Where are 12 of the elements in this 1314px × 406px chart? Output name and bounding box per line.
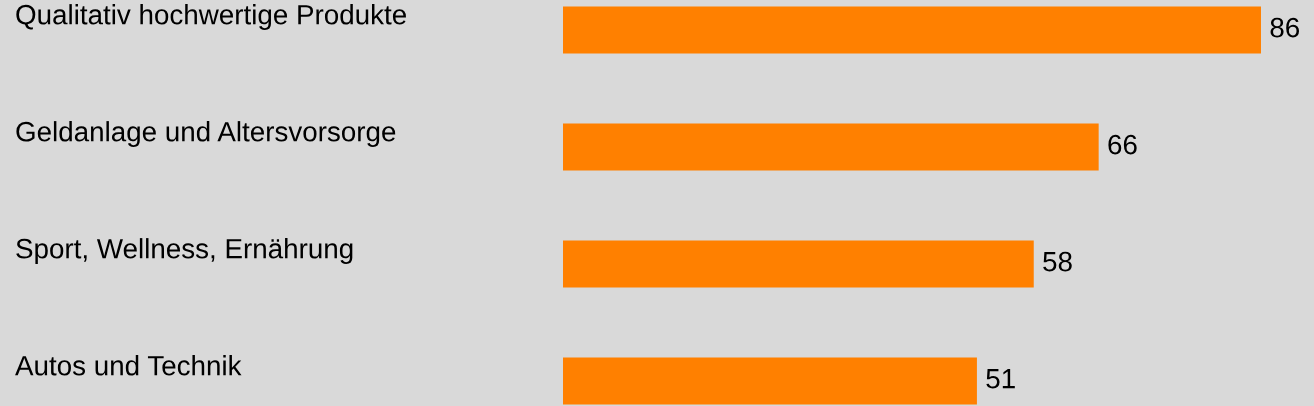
data-label: 66	[1108, 134, 1137, 155]
bar	[563, 240, 1034, 288]
bar	[563, 123, 1099, 171]
y-tick-label: Geldanlage und Altersvorsorge	[16, 121, 396, 147]
y-tick-label: Autos und Technik	[15, 355, 242, 376]
bar	[563, 357, 977, 405]
bar	[563, 6, 1261, 54]
data-label: 86	[1270, 17, 1300, 38]
y-tick-label: Qualitativ hochwertige Produkte	[16, 4, 406, 30]
data-label: 58	[1043, 251, 1072, 272]
data-label: 51	[986, 369, 1015, 389]
y-tick-label: Sport, Wellness, Ernährung	[16, 238, 353, 264]
